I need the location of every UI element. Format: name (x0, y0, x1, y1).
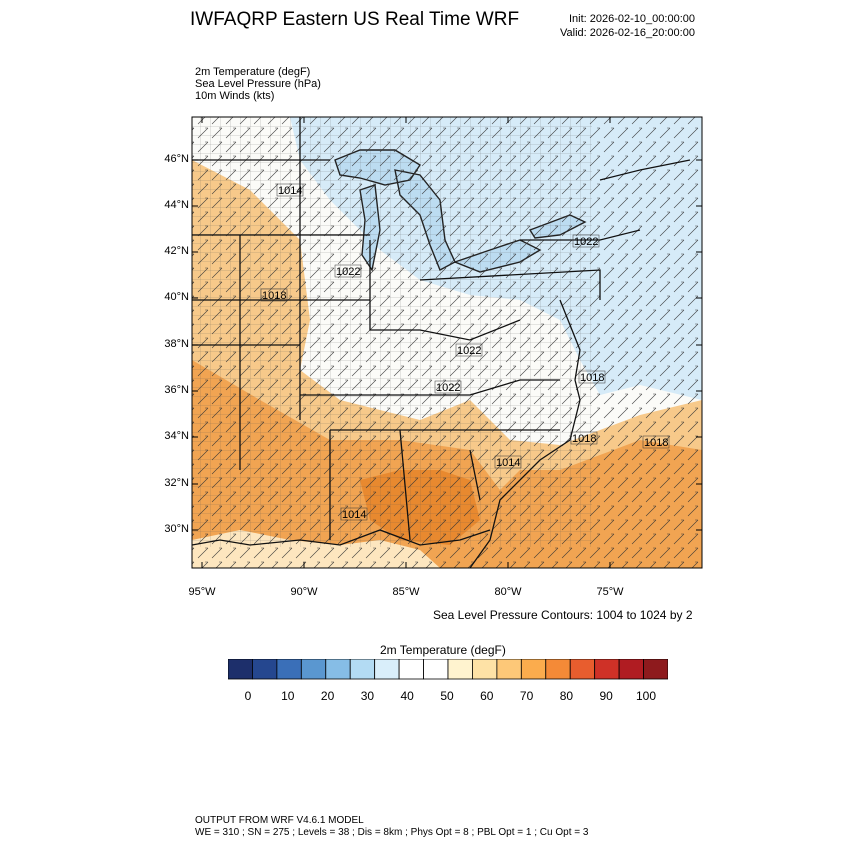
colorbar-swatch (398, 659, 424, 680)
state-boundaries (192, 117, 691, 568)
colorbar-tick-label: 70 (519, 689, 534, 703)
lat-label: 36°N (164, 384, 189, 396)
lon-label: 80°W (494, 586, 522, 598)
pressure-label: 1022 (574, 236, 598, 248)
colorbar-tick-label: 40 (400, 689, 414, 703)
colorbar-swatch (545, 659, 571, 680)
field-label-pressure: Sea Level Pressure (hPa) (195, 78, 321, 90)
colorbar-swatch (276, 659, 302, 680)
pressure-label-box (572, 234, 600, 248)
pressure-label-box (334, 264, 362, 278)
colorbar-tick-label: 10 (281, 689, 295, 703)
pressure-label: 1022 (336, 266, 360, 278)
field-label-temperature: 2m Temperature (degF) (195, 66, 311, 78)
pressure-label: 1018 (580, 372, 604, 384)
pressure-label: 1018 (262, 290, 286, 302)
colorbar (228, 659, 668, 680)
colorbar-tick-label: 80 (559, 689, 574, 703)
pressure-label-box (455, 343, 483, 357)
colorbar-swatch (520, 659, 547, 680)
colorbar-swatch (447, 659, 473, 680)
colorbar-swatch (594, 659, 620, 680)
pressure-label-box (642, 435, 670, 449)
pressure-label-box (494, 455, 522, 469)
colorbar-swatch (228, 659, 253, 680)
init-time: Init: 2026-02-10_00:00:00 (569, 13, 695, 25)
colorbar-swatch (300, 659, 327, 680)
colorbar-tick-label: 90 (599, 689, 613, 703)
lat-label: 34°N (164, 430, 189, 442)
field-label-winds: 10m Winds (kts) (195, 90, 275, 102)
colorbar-title: 2m Temperature (degF) (380, 643, 506, 657)
lon-label: 95°W (188, 586, 216, 598)
lon-label: 90°W (290, 586, 318, 598)
lat-label: 32°N (164, 477, 189, 489)
pressure-label: 1018 (572, 433, 596, 445)
lat-label: 42°N (164, 245, 189, 257)
colorbar-swatch (325, 659, 351, 680)
pressure-label: 1022 (457, 345, 481, 357)
colorbar-swatch (472, 659, 498, 680)
pressure-label: 1014 (496, 457, 520, 469)
pressure-label-box (578, 370, 606, 384)
lat-label: 30°N (164, 523, 189, 535)
colorbar-swatch (496, 659, 522, 680)
colorbar-swatch (374, 659, 400, 680)
lat-label: 40°N (164, 291, 189, 303)
lon-label: 85°W (392, 586, 420, 598)
lat-label: 46°N (164, 153, 189, 165)
lon-label: 75°W (596, 586, 624, 598)
colorbar-swatch (423, 659, 449, 680)
lat-label: 38°N (164, 338, 189, 350)
pressure-label: 1014 (342, 509, 366, 521)
footer-config: WE = 310 ; SN = 275 ; Levels = 38 ; Dis … (195, 827, 589, 838)
colorbar-swatch (252, 659, 278, 680)
pressure-label-box (434, 380, 462, 394)
colorbar-swatch (569, 659, 596, 680)
colorbar-swatch (643, 659, 668, 680)
valid-time: Valid: 2026-02-16_20:00:00 (560, 27, 695, 39)
map-frame (191, 116, 703, 569)
pressure-label: 1014 (278, 185, 302, 197)
footer-model: OUTPUT FROM WRF V4.6.1 MODEL (195, 815, 364, 826)
contour-note: Sea Level Pressure Contours: 1004 to 102… (433, 608, 693, 622)
colorbar-swatch (349, 659, 376, 680)
pressure-label-box (260, 288, 288, 302)
wind-barbs (192, 117, 702, 568)
colorbar-tick-label: 20 (320, 689, 335, 703)
pressure-label-box (276, 183, 304, 197)
colorbar-tick-label: 0 (244, 689, 252, 703)
pressure-label: 1018 (644, 437, 668, 449)
colorbar-tick-label: 60 (480, 689, 494, 703)
pressure-label: 1022 (436, 382, 460, 394)
page-title: IWFAQRP Eastern US Real Time WRF (190, 9, 520, 30)
lat-label: 44°N (164, 199, 189, 211)
colorbar-swatch (618, 659, 644, 680)
pressure-label-box (340, 507, 368, 521)
pressure-label-box (570, 431, 598, 445)
colorbar-tick-label: 50 (440, 689, 454, 703)
colorbar-tick-label: 100 (635, 689, 657, 703)
colorbar-tick-label: 30 (360, 689, 375, 703)
